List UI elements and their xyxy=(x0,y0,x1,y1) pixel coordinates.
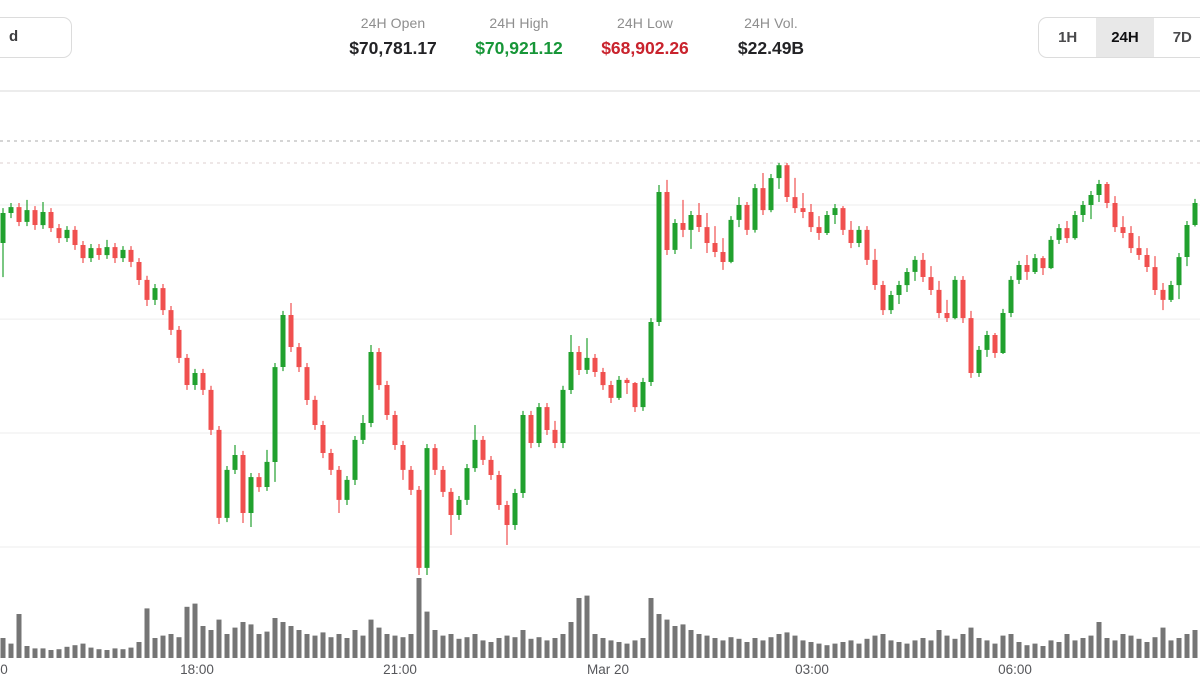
stat-24h-low: 24H Low $68,902.26 xyxy=(582,0,708,92)
stat-24h-high: 24H High $70,921.12 xyxy=(456,0,582,92)
cropped-left-button-label: d xyxy=(9,28,19,45)
stats-row: 24H Open $70,781.17 24H High $70,921.12 … xyxy=(330,0,834,92)
stat-24h-high-value: $70,921.12 xyxy=(475,38,563,58)
x-axis-label: 18:00 xyxy=(180,662,214,675)
time-range-selector: 1H 24H 7D xyxy=(1038,17,1200,58)
stat-24h-low-label: 24H Low xyxy=(617,15,673,31)
stat-24h-vol-value: $22.49B xyxy=(737,38,805,58)
stat-24h-open-label: 24H Open xyxy=(360,15,426,31)
stat-24h-open-value: $70,781.17 xyxy=(349,38,437,58)
chart-header: d 24H Open $70,781.17 24H High $70,921.1… xyxy=(0,0,1200,92)
stat-24h-open: 24H Open $70,781.17 xyxy=(330,0,456,92)
range-button-24h[interactable]: 24H xyxy=(1096,18,1154,57)
range-button-7d[interactable]: 7D xyxy=(1154,18,1200,57)
stat-24h-vol: 24H Vol. $22.49B xyxy=(708,0,834,92)
stat-24h-vol-label: 24H Vol. xyxy=(744,15,798,31)
x-axis-label: 03:00 xyxy=(795,662,829,675)
range-button-1h[interactable]: 1H xyxy=(1039,18,1096,57)
x-axis-label: 06:00 xyxy=(998,662,1032,675)
x-axis-label: Mar 20 xyxy=(587,662,629,675)
candlestick-chart-svg: 0 18:00 21:00 Mar 20 03:00 06:00 xyxy=(0,140,1200,675)
cropped-left-button[interactable]: d xyxy=(0,17,72,58)
stat-24h-low-value: $68,902.26 xyxy=(601,38,689,58)
x-axis-label: 21:00 xyxy=(383,662,417,675)
x-axis-label: 0 xyxy=(0,662,8,675)
stat-24h-high-label: 24H High xyxy=(489,15,549,31)
candlestick-chart: 0 18:00 21:00 Mar 20 03:00 06:00 xyxy=(0,92,1200,675)
